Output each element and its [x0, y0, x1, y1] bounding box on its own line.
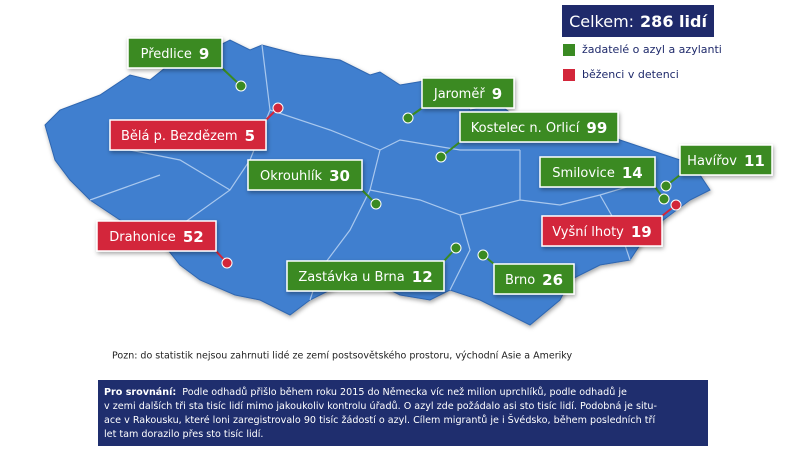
label-box [539, 156, 656, 188]
label-text: Předlice 9 [141, 45, 210, 63]
location-count: 14 [622, 164, 643, 182]
comparison-line: v zemi dalších tři sta tisíc lidí mimo j… [104, 400, 657, 412]
location-name: Zastávka u Brna [298, 270, 404, 285]
legend-swatch [563, 44, 575, 56]
label-box [286, 260, 445, 292]
label-text: Bělá p. Bezdězem 5 [121, 127, 255, 145]
label-text: Drahonice 52 [109, 228, 203, 246]
label-box [459, 111, 619, 143]
labels: Předlice 9 Jaroměř 9 Kostelec n. Orlicí 99 Okr… [96, 37, 773, 295]
label-box [493, 263, 575, 295]
label-box [109, 119, 267, 151]
label-text: Okrouhlík 30 [260, 167, 350, 185]
label-box [247, 159, 363, 191]
location-dot [402, 112, 414, 124]
label-text: Havířov 11 [687, 152, 765, 170]
legend-label: žadatelé o azyl a azylanti [582, 43, 722, 56]
leader-lines [215, 67, 682, 269]
comparison-body: let tam dorazilo přes sto tisíc lidí. [104, 428, 264, 440]
label-text: Brno 26 [505, 271, 563, 289]
location-count: 30 [329, 167, 350, 185]
location-count: 26 [542, 271, 563, 289]
comparison-label: Pro srovnání: [104, 386, 176, 398]
label-box [541, 215, 663, 247]
location-dot [477, 249, 489, 261]
comparison-body: v zemi dalších tři sta tisíc lidí mimo j… [104, 400, 657, 412]
location-name: Vyšní lhoty [552, 225, 624, 240]
location-dot [221, 257, 233, 269]
label-box [127, 37, 223, 69]
location-name: Smilovice [552, 166, 615, 181]
location-count: 19 [631, 223, 652, 241]
label-text: Kostelec n. Orlicí 99 [471, 119, 608, 137]
location-name: Havířov [687, 154, 737, 169]
location-dot [435, 151, 447, 163]
comparison-line: let tam dorazilo přes sto tisíc lidí. [104, 428, 264, 440]
location-dot [450, 242, 462, 254]
location-count: 9 [199, 45, 209, 63]
location-count: 5 [245, 127, 255, 145]
label-text: Zastávka u Brna 12 [298, 268, 432, 286]
comparison-box [98, 380, 708, 446]
location-name: Předlice [141, 47, 192, 62]
location-name: Bělá p. Bezdězem [121, 129, 238, 144]
location-count: 99 [586, 119, 607, 137]
location-dot [670, 199, 682, 211]
label-text: Smilovice 14 [552, 164, 642, 182]
comparison-line: Pro srovnání: Podle odhadů přišlo během r… [104, 386, 627, 398]
location-count: 9 [492, 85, 502, 103]
location-name: Jaroměř [433, 87, 485, 102]
location-dot [370, 198, 382, 210]
location-name: Kostelec n. Orlicí [471, 121, 580, 136]
location-dot [272, 102, 284, 114]
location-count: 11 [744, 152, 765, 170]
total-text: Celkem: 286 lidí [569, 12, 708, 31]
total-box [562, 5, 714, 37]
location-name: Drahonice [109, 230, 176, 245]
legend-label: běženci v detenci [582, 68, 679, 81]
location-dot [235, 80, 247, 92]
comparison-text: Pro srovnání: Podle odhadů přišlo během r… [104, 386, 657, 440]
location-name: Brno [505, 273, 535, 288]
location-dot [658, 193, 670, 205]
legend-swatch [563, 69, 575, 81]
comparison-body: Podle odhadů přišlo během roku 2015 do N… [182, 386, 627, 398]
comparison-line: ace v Rakousku, které loni zaregistroval… [104, 413, 655, 426]
label-text: Vyšní lhoty 19 [552, 223, 651, 241]
location-count: 12 [412, 268, 433, 286]
label-box [96, 220, 217, 252]
label-box [679, 144, 773, 176]
label-text: Jaroměř 9 [433, 85, 502, 103]
label-box [421, 77, 515, 109]
location-count: 52 [183, 228, 204, 246]
location-name: Okrouhlík [260, 169, 322, 184]
comparison-body: ace v Rakousku, které loni zaregistroval… [104, 413, 655, 426]
note: Pozn: do statistik nejsou zahrnuti lidé … [112, 351, 572, 362]
location-dot [660, 180, 672, 192]
